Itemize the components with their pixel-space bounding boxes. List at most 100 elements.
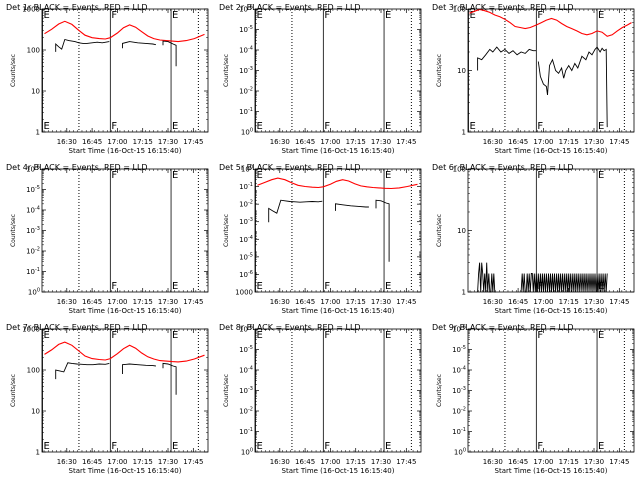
marker-label-bottom: F <box>324 281 330 292</box>
marker-label-bottom: F <box>537 121 543 132</box>
chart-title: Det 8r BLACK = Events, RED = LLD <box>219 323 361 332</box>
events-series-line <box>477 46 537 71</box>
x-tick-label: 17:15 <box>346 458 366 466</box>
x-tick-label: 17:30 <box>371 298 391 306</box>
y-tick-label-exp: -1 <box>248 182 253 188</box>
y-tick-label-exp: -2 <box>248 200 253 206</box>
y-tick-label-exp: -3 <box>248 386 253 392</box>
x-tick-label: 17:15 <box>559 138 579 146</box>
y-tick-label-exp: -2 <box>248 407 253 413</box>
lld-series-line <box>257 177 418 190</box>
y-tick-label-exp: -3 <box>248 66 253 72</box>
y-tick-label: 1000 <box>22 6 40 14</box>
x-tick-label: 17:00 <box>107 458 127 466</box>
detector-chart-3: Det 3r BLACK = Events, RED = LLD Counts/s… <box>432 3 635 155</box>
y-tick-label-exp: -5 <box>248 25 253 31</box>
marker-label: E <box>172 10 178 21</box>
x-tick-label: 16:45 <box>82 458 102 466</box>
marker-label-bottom: F <box>111 281 117 292</box>
events-series-line <box>55 38 110 52</box>
x-tick-label: 16:30 <box>270 298 290 306</box>
y-tick-label-exp: -2 <box>35 247 40 253</box>
x-tick-label: 16:30 <box>57 298 77 306</box>
y-tick-label: 10-1 <box>26 267 40 276</box>
x-tick-label: 17:00 <box>533 298 553 306</box>
y-tick-label-exp: 0 <box>250 448 253 454</box>
marker-label-bottom: E <box>257 441 263 452</box>
y-tick-label: 100 <box>454 448 466 457</box>
marker-label: E <box>385 330 391 341</box>
marker-label-bottom: E <box>172 441 178 452</box>
detector-chart-9: Det 9r BLACK = Events, RED = LLD Counts/s… <box>432 323 635 475</box>
y-tick-label-base: 10 <box>239 88 248 96</box>
plot-frame <box>254 328 422 453</box>
y-tick-label-exp: -5 <box>461 345 466 351</box>
y-axis-label: Counts/sec <box>10 374 17 407</box>
y-tick-label-base: 10 <box>452 428 461 436</box>
y-tick-label: 1 <box>462 289 466 297</box>
plot-frame <box>254 168 422 293</box>
x-tick-label: 16:30 <box>483 298 503 306</box>
y-tick-label: 10-2 <box>452 407 466 416</box>
chart-title: Det 3r BLACK = Events, RED = LLD <box>432 3 574 12</box>
marker-label: F <box>537 170 543 181</box>
marker-label: E <box>257 330 263 341</box>
y-tick-label: 100 <box>28 288 40 297</box>
y-tick-label: 10-4 <box>452 366 466 375</box>
x-tick-label: 16:45 <box>508 298 528 306</box>
x-tick-label: 16:45 <box>295 458 315 466</box>
y-tick-label-base: 10 <box>26 166 35 174</box>
y-tick-label: 10-2 <box>26 247 40 256</box>
marker-label: F <box>324 330 330 341</box>
marker-label-bottom: F <box>111 441 117 452</box>
y-tick-label-exp: -5 <box>35 185 40 191</box>
y-tick-label-exp: -1 <box>461 427 466 433</box>
y-tick-label: 10 <box>31 408 40 416</box>
y-tick-label-exp: 0 <box>250 128 253 134</box>
marker-label-bottom: F <box>324 121 330 132</box>
y-tick-label-exp: -6 <box>35 165 40 171</box>
y-tick-label-exp: -3 <box>461 386 466 392</box>
marker-label: E <box>385 10 391 21</box>
marker-label-bottom: E <box>385 281 391 292</box>
y-tick-label-base: 10 <box>452 408 461 416</box>
x-tick-label: 17:45 <box>396 138 416 146</box>
detector-chart-8: Det 8r BLACK = Events, RED = LLD Counts/s… <box>219 323 422 475</box>
marker-label-bottom: E <box>44 441 50 452</box>
y-tick-label-exp: -1 <box>248 427 253 433</box>
y-tick-label-base: 10 <box>239 67 248 75</box>
detector-chart-7: Det 7r BLACK = Events, RED = LLD Counts/s… <box>6 323 209 475</box>
marker-label: E <box>257 10 263 21</box>
y-tick-label: 10-2 <box>239 87 253 96</box>
plot-frame <box>254 8 422 133</box>
y-tick-label: 10-5 <box>239 25 253 34</box>
x-tick-label: 17:30 <box>584 138 604 146</box>
y-tick-label: 10-4 <box>239 235 253 244</box>
y-tick-label: 10-4 <box>239 366 253 375</box>
x-tick-label: 16:45 <box>508 138 528 146</box>
events-series-line <box>520 273 608 293</box>
y-tick-label: 10-6 <box>452 325 466 334</box>
plot-frame <box>467 168 635 293</box>
y-tick-label: 100 <box>27 47 40 55</box>
x-tick-label: 16:45 <box>82 298 102 306</box>
y-tick-label: 1000 <box>22 326 40 334</box>
y-tick-label-exp: -1 <box>248 107 253 113</box>
marker-label-bottom: E <box>385 441 391 452</box>
x-tick-label: 17:00 <box>107 138 127 146</box>
x-tick-label: 16:30 <box>57 138 77 146</box>
y-tick-label: 10-3 <box>26 226 40 235</box>
events-series-line <box>537 46 608 128</box>
y-tick-label-base: 10 <box>241 129 250 137</box>
y-tick-label-base: 10 <box>239 201 248 209</box>
lld-series-line <box>44 20 205 43</box>
chart-title: Det 4r BLACK = Events, RED = LLD <box>6 163 148 172</box>
x-tick-label: 17:45 <box>609 298 629 306</box>
marker-label: F <box>324 170 330 181</box>
y-tick-label-base: 10 <box>239 26 248 34</box>
y-tick-label-base: 10 <box>239 346 248 354</box>
lld-series-line <box>44 341 205 363</box>
y-tick-label-exp: -2 <box>248 87 253 93</box>
events-series-line <box>375 199 390 262</box>
